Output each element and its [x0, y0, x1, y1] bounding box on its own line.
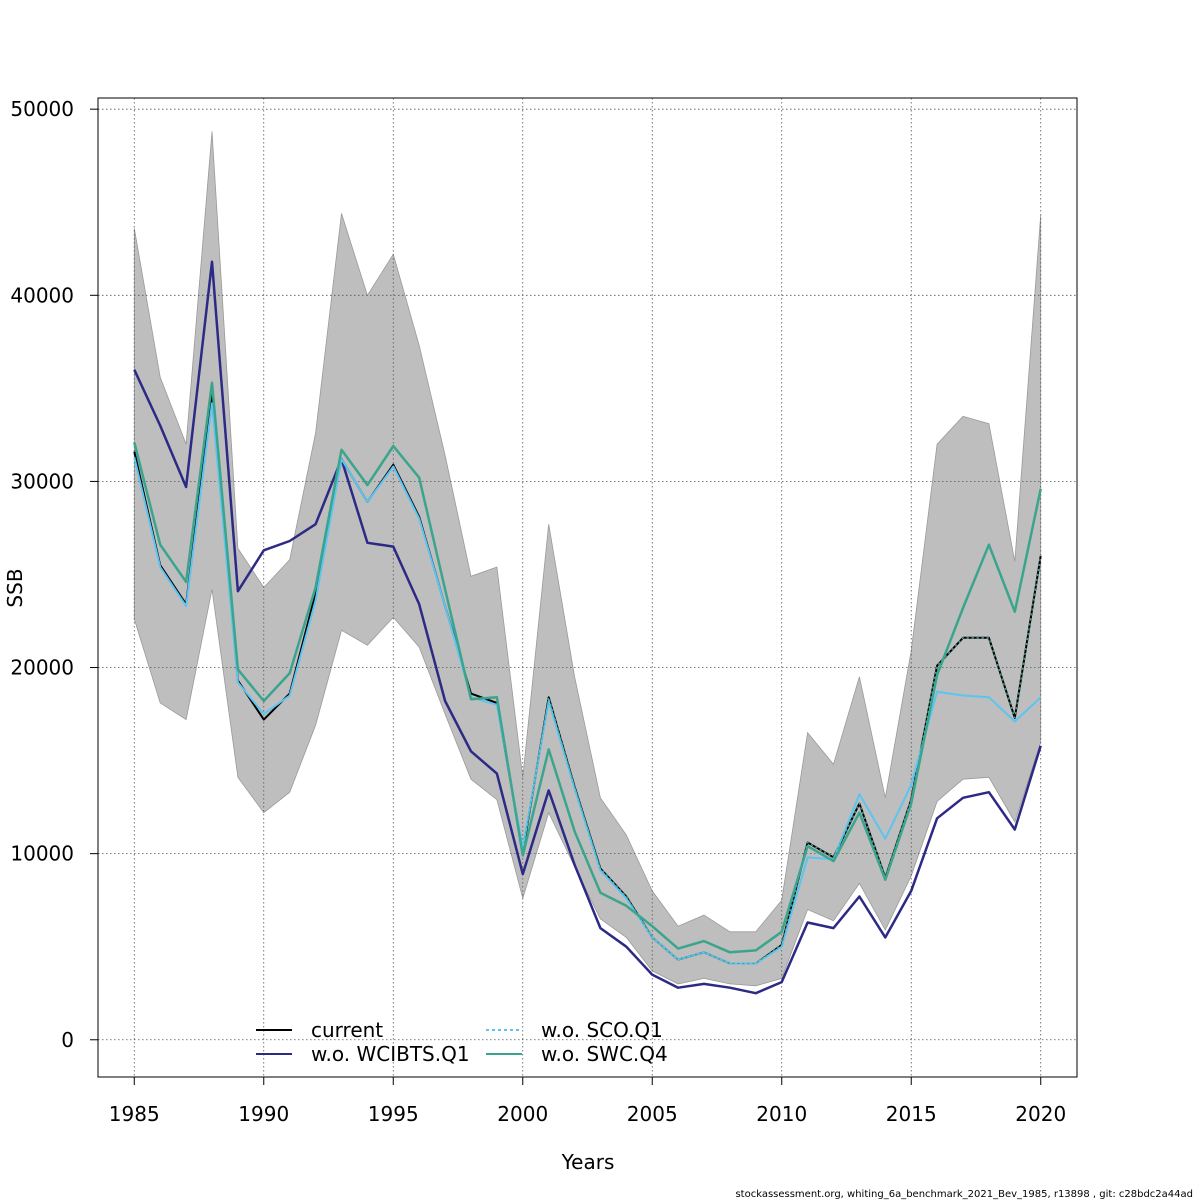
x-axis-title: Years [561, 1150, 615, 1174]
legend-label: w.o. WCIBTS.Q1 [311, 1042, 470, 1066]
x-tick-label: 2015 [886, 1102, 937, 1126]
y-tick-label: 0 [61, 1028, 74, 1052]
y-tick-label: 40000 [10, 283, 74, 307]
y-tick-label: 30000 [10, 469, 74, 493]
legend-label: w.o. SCO.Q1 [541, 1018, 663, 1042]
series-layer [133, 260, 1042, 995]
x-tick-label: 2005 [627, 1102, 678, 1126]
x-tick-label: 1990 [238, 1102, 289, 1126]
legend-label: current [311, 1018, 383, 1042]
x-tick-label: 2000 [497, 1102, 548, 1126]
y-tick-label: 20000 [10, 656, 74, 680]
grid-layer [98, 98, 1077, 1077]
x-tick-label: 1985 [109, 1102, 160, 1126]
x-tick-label: 1995 [368, 1102, 419, 1126]
x-tick-label: 2020 [1015, 1102, 1066, 1126]
footer-note: stockassessment.org, whiting_6a_benchmar… [735, 1189, 1193, 1200]
legend-label: w.o. SWC.Q4 [541, 1042, 668, 1066]
axis-layer: 1985 1990 1995 2000 2005 2010 2015 2020 0 10000 20… [10, 97, 1066, 1126]
y-tick-label: 50000 [10, 97, 74, 121]
y-tick-label: 10000 [10, 842, 74, 866]
series-line-w-o-swc-q4 [133, 381, 1042, 954]
plot-frame [97, 97, 1078, 1078]
y-axis-title: SSB [3, 568, 27, 607]
x-tick-label: 2010 [756, 1102, 807, 1126]
series-line-w-o-wcibts-q1 [133, 260, 1042, 995]
